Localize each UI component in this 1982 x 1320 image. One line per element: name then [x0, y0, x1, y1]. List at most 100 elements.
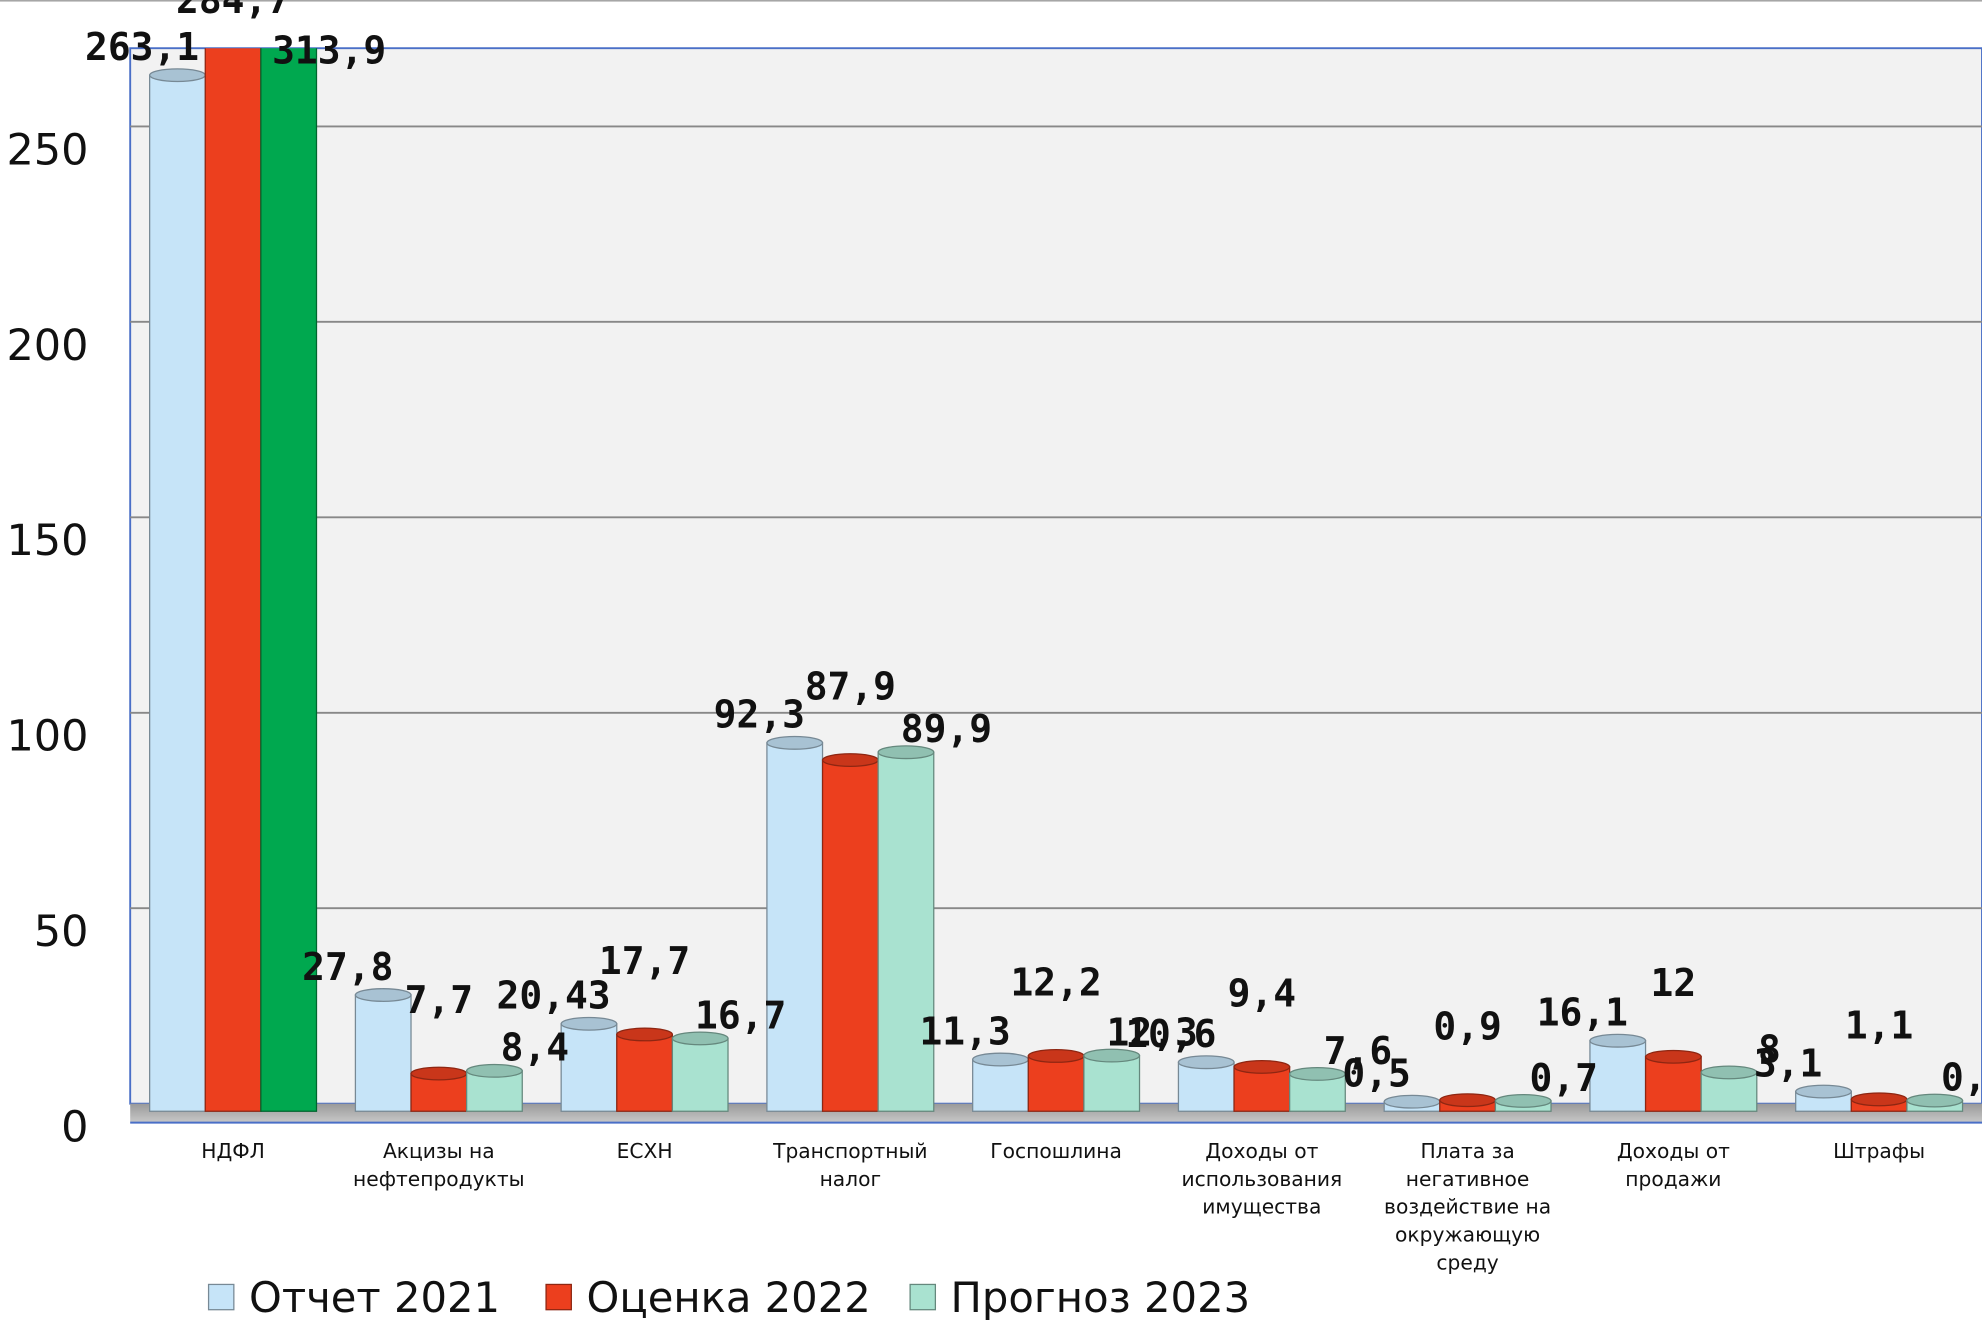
bar-top	[466, 1063, 523, 1078]
bar-top	[1027, 1049, 1085, 1063]
value-label: 284,7	[176, 0, 290, 22]
value-label: 7,7	[405, 978, 473, 1022]
value-label: 0,5	[1342, 1052, 1410, 1096]
bar	[766, 735, 824, 1112]
bar-top	[616, 1027, 674, 1042]
x-tick-label-box: Доходы от продажи	[1616, 1139, 1730, 1191]
bar-body	[1027, 1055, 1085, 1112]
bar-top	[149, 68, 206, 83]
bar-top	[1644, 1049, 1702, 1064]
value-label: 7,6	[1324, 1029, 1392, 1073]
x-tick-label: Штрафы	[1833, 1139, 1926, 1164]
value-label: 8	[1758, 1027, 1781, 1071]
bar	[821, 753, 879, 1112]
bar-body	[1589, 1040, 1647, 1112]
value-label: 12	[1651, 961, 1697, 1005]
x-tick-label: Транспортный налог	[773, 1139, 928, 1191]
bar-top	[1289, 1067, 1346, 1081]
value-label: 263,1	[85, 25, 199, 69]
bar	[1439, 1093, 1497, 1112]
x-tick-label: Плата за негативное воздействие на окруж…	[1384, 1139, 1552, 1275]
value-label: 0,9	[1433, 1004, 1501, 1048]
bar-body	[354, 994, 412, 1112]
y-tick-label: 150	[6, 516, 88, 566]
bar-top	[1850, 1092, 1908, 1107]
bar	[1177, 1055, 1235, 1112]
x-tick-label-box: Госпошлина	[990, 1139, 1122, 1163]
value-label: 313,9	[272, 28, 386, 72]
bar-body	[972, 1058, 1029, 1112]
bar	[149, 68, 206, 1112]
value-label: 20,43	[497, 974, 611, 1018]
y-tick-label: 0	[61, 1103, 88, 1153]
bar	[1083, 1048, 1141, 1112]
bar-body	[766, 742, 824, 1112]
legend-label: Прогноз 2023	[951, 1273, 1251, 1320]
value-label: 92,3	[714, 693, 805, 737]
bar	[1589, 1033, 1647, 1112]
bar-top	[560, 1016, 618, 1031]
bar	[1494, 1093, 1552, 1112]
bar-top	[354, 988, 412, 1002]
x-tick-label-box: Акцизы на нефтепродукты	[353, 1139, 525, 1191]
bar	[1906, 1093, 1964, 1112]
bar	[1383, 1094, 1441, 1112]
legend-swatch	[207, 1283, 235, 1311]
bar-body	[1177, 1061, 1235, 1112]
bar-top	[1589, 1033, 1647, 1048]
bar-top	[1906, 1093, 1964, 1108]
x-tick-label: Доходы от продажи	[1616, 1139, 1730, 1191]
bar-body	[560, 1023, 618, 1112]
bar-top	[1700, 1065, 1758, 1080]
bar	[877, 745, 935, 1112]
x-tick-label: ЕСХН	[616, 1139, 673, 1164]
bar-body	[1644, 1056, 1702, 1112]
value-label: 3,1	[1754, 1041, 1822, 1085]
bar-top	[1383, 1094, 1441, 1109]
x-tick-label: НДФЛ	[201, 1139, 265, 1164]
bar	[410, 1066, 468, 1112]
bar-top	[877, 745, 935, 760]
bar	[1289, 1067, 1346, 1112]
value-label: 87,9	[805, 664, 896, 708]
bar-body	[671, 1037, 729, 1112]
plot-area	[129, 47, 1982, 1105]
bar-top	[1177, 1055, 1235, 1070]
bar-top	[821, 753, 879, 768]
bar	[260, 48, 318, 1112]
bar-top	[1494, 1093, 1552, 1108]
value-label: 11,3	[919, 1009, 1010, 1053]
value-label: 0,7	[1529, 1056, 1597, 1100]
legend-swatch	[909, 1283, 937, 1311]
bar-top	[1233, 1059, 1291, 1074]
x-tick-label-box: Доходы от использования имущества	[1181, 1139, 1343, 1219]
y-tick-label: 50	[34, 907, 89, 957]
value-label: 0,8	[1941, 1055, 1982, 1099]
bar	[972, 1052, 1029, 1112]
bar	[204, 48, 262, 1112]
bar-body	[204, 48, 262, 1112]
value-label: 1,1	[1845, 1004, 1913, 1048]
value-label: 17,7	[599, 939, 690, 983]
value-label: 9,4	[1228, 971, 1296, 1015]
value-label: 89,9	[901, 707, 992, 751]
bar	[1644, 1049, 1702, 1112]
bar	[560, 1016, 618, 1112]
y-tick-label: 100	[6, 712, 88, 762]
value-label: 12,3	[1107, 1010, 1198, 1054]
bar-top	[671, 1031, 729, 1046]
bar-body	[616, 1033, 674, 1112]
bar-top	[1083, 1048, 1141, 1063]
legend-label: Оценка 2022	[587, 1273, 871, 1320]
x-tick-label: Доходы от использования имущества	[1181, 1139, 1343, 1219]
y-tick-label: 250	[6, 125, 88, 175]
bar	[1795, 1084, 1852, 1112]
value-label: 8,4	[501, 1026, 569, 1070]
x-tick-label-box: НДФЛ	[201, 1139, 265, 1164]
bar-body	[260, 48, 318, 1112]
bar	[1700, 1065, 1758, 1112]
bar-body	[1233, 1066, 1291, 1112]
legend-swatch	[545, 1283, 572, 1311]
bar	[466, 1063, 523, 1112]
